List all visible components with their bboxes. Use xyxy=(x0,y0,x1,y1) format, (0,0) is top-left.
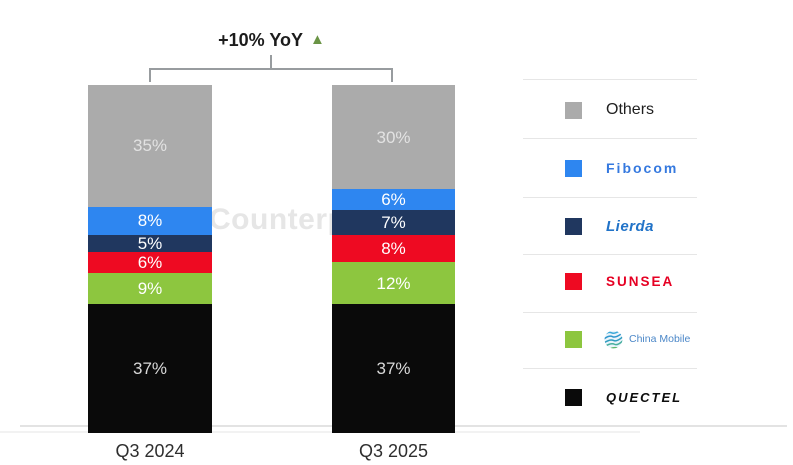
legend-item-sunsea: SUNSEA xyxy=(523,266,768,296)
segment-value-label: 7% xyxy=(381,212,406,232)
legend-separator xyxy=(523,197,697,198)
legend-swatch-fibocom xyxy=(565,159,582,177)
growth-triangle-icon: ▲ xyxy=(310,31,325,48)
legend-label-fibocom: Fibocom xyxy=(606,160,679,176)
legend-item-fibocom: Fibocom xyxy=(523,153,768,183)
bar-segment-sunsea: 8% xyxy=(332,234,455,263)
bar-segment-lierda: 5% xyxy=(88,233,212,253)
legend-item-china-mobile: China Mobile xyxy=(523,324,768,354)
china-mobile-globe-icon xyxy=(604,330,623,348)
segment-value-label: 8% xyxy=(137,211,163,231)
legend-swatch-quectel xyxy=(565,388,582,406)
bar-segment-others: 30% xyxy=(332,85,455,190)
legend-swatch-lierda xyxy=(565,217,582,235)
legend-separator xyxy=(523,79,697,80)
yoy-bracket-horizontal xyxy=(150,68,393,70)
legend-item-quectel: QUECTEL xyxy=(523,382,768,412)
legend-separator xyxy=(523,312,697,313)
segment-value-label: 37% xyxy=(132,359,168,379)
stacked-bar-q3-2025: 30% 6% 7% 8% 12% 37% xyxy=(332,85,455,433)
bar-segment-quectel: 37% xyxy=(332,304,455,433)
stacked-bar-q3-2024: 35% 8% 5% 6% 9% 37% xyxy=(88,85,212,433)
bar-segment-others: 35% xyxy=(88,85,212,207)
bar-segment-fibocom: 6% xyxy=(332,189,455,211)
legend-swatch-china-mobile xyxy=(565,330,582,348)
x-axis-label-q3-2024: Q3 2024 xyxy=(115,441,185,461)
yoy-bracket-left-drop xyxy=(149,68,151,82)
bar-segment-sunsea: 6% xyxy=(88,252,212,273)
legend-separator xyxy=(523,254,697,255)
segment-value-label: 5% xyxy=(137,233,163,253)
segment-value-label: 8% xyxy=(381,239,406,259)
x-axis-shadow-line xyxy=(0,431,640,433)
legend: Others Fibocom Lierda SUNSEA China Mobile QUE… xyxy=(523,70,768,430)
legend-item-lierda: Lierda xyxy=(523,211,768,241)
legend-swatch-sunsea xyxy=(565,272,582,290)
legend-separator xyxy=(523,368,697,369)
segment-value-label: 6% xyxy=(137,252,163,272)
bar-segment-china-mobile: 12% xyxy=(332,262,455,305)
bar-segment-lierda: 7% xyxy=(332,210,455,235)
yoy-bracket-right-drop xyxy=(391,68,393,82)
legend-label-quectel: QUECTEL xyxy=(606,389,683,405)
segment-value-label: 35% xyxy=(132,136,168,156)
x-axis-label-q3-2025: Q3 2025 xyxy=(358,441,429,461)
legend-label-china-mobile: China Mobile xyxy=(629,333,691,345)
bar-segment-fibocom: 8% xyxy=(88,206,212,235)
legend-separator xyxy=(523,138,697,139)
segment-value-label: 9% xyxy=(137,279,163,299)
segment-value-label: 37% xyxy=(376,359,411,379)
bar-segment-quectel: 37% xyxy=(88,304,212,433)
segment-value-label: 6% xyxy=(381,190,406,210)
bar-segment-china-mobile: 9% xyxy=(88,272,212,305)
yoy-annotation: +10% YoY ▲ xyxy=(150,30,393,51)
segment-value-label: 12% xyxy=(376,273,411,293)
legend-swatch-others xyxy=(565,101,582,119)
yoy-label: +10% YoY xyxy=(218,30,304,50)
segment-value-label: 30% xyxy=(376,127,411,147)
yoy-bracket-center-tick xyxy=(270,55,272,68)
legend-label-sunsea: SUNSEA xyxy=(606,273,675,289)
legend-label-lierda: Lierda xyxy=(606,217,655,235)
legend-item-others: Others xyxy=(523,95,768,125)
legend-label-others: Others xyxy=(606,101,655,118)
